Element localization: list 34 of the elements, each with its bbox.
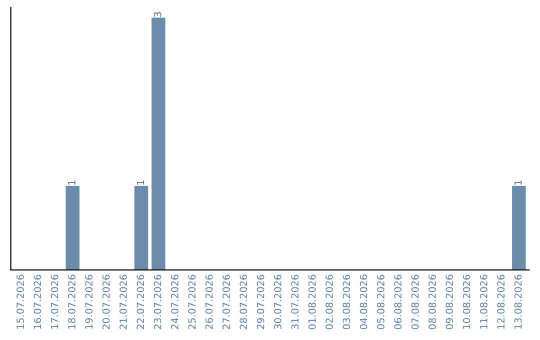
x-tick-label: 19.07.2026 (85, 274, 93, 329)
x-tick-label: 24.07.2026 (171, 274, 178, 330)
x-tick-label: 15.07.2026 (16, 274, 24, 329)
x-tick-label: 29.07.2026 (256, 274, 264, 330)
x-tick-label: 16.07.2026 (34, 274, 42, 329)
x-tick-label: 03.08.2026 (342, 274, 350, 330)
x-tick-label: 21.07.2026 (120, 274, 127, 330)
x-tick-label: 07.08.2026 (411, 274, 419, 330)
x-tick-label: 13.08.2026 (514, 274, 522, 329)
x-tick-label: 30.07.2026 (274, 274, 282, 330)
x-tick-label: 17.07.2026 (50, 274, 58, 329)
x-tick-label: 08.08.2026 (428, 274, 436, 330)
x-tick-label: 09.08.2026 (446, 274, 454, 330)
x-tick-label: 22.07.2026 (136, 274, 144, 330)
x-tick-label: 20.07.2026 (102, 274, 110, 330)
x-tick-label: 26.07.2026 (205, 274, 213, 330)
data-label: 1 (136, 180, 144, 185)
x-tick-label: 01.08.2026 (308, 274, 316, 330)
x-tick-label: 04.08.2026 (360, 274, 368, 330)
x-tick-label: 06.08.2026 (394, 274, 402, 330)
x-tick-label: 28.07.2026 (240, 274, 248, 330)
x-tick-label: 23.07.2026 (154, 274, 162, 330)
x-tick-label: 18.07.2026 (68, 274, 76, 329)
data-label: 1 (514, 180, 522, 185)
x-tick-label: 27.07.2026 (222, 274, 230, 330)
x-tick-label: 25.07.2026 (188, 274, 196, 330)
x-tick-label: 02.08.2026 (326, 274, 333, 330)
data-label: 1 (68, 180, 76, 185)
x-tick-label: 12.08.2026 (497, 274, 505, 329)
x-tick-label: 31.07.2026 (291, 274, 299, 330)
x-tick-label: 11.08.2026 (480, 274, 488, 329)
x-tick-label: 05.08.2026 (377, 274, 384, 330)
x-tick-label: 10.08.2026 (462, 274, 470, 329)
data-label: 3 (154, 12, 162, 17)
